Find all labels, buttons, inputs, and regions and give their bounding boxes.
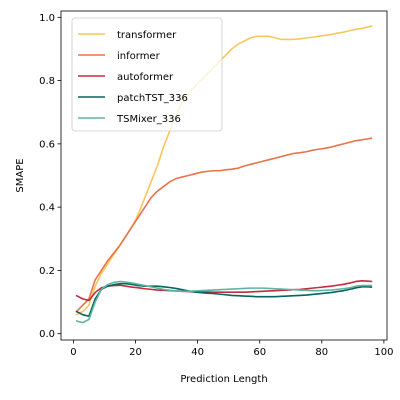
series-line-tsmixer-336 (75, 280, 373, 324)
x-tick-label: 60 (253, 347, 266, 358)
axis-ticks: 0 20 40 60 80 100 0.0 0.2 0.4 0.6 0.8 1.0 (39, 13, 393, 358)
legend-label-transformer: transformer (117, 30, 177, 41)
x-tick-label: 0 (70, 347, 76, 358)
y-tick-label: 0.4 (39, 203, 55, 214)
y-tick-label: 0.8 (39, 76, 55, 87)
y-tick-label: 0.0 (39, 329, 55, 340)
legend: transformer informer autoformer patchTST_33… (71, 17, 223, 132)
plot-frame (60, 10, 388, 341)
legend-label-tsmixer-336: TSMixer_336 (116, 114, 181, 125)
x-tick-label: 20 (129, 347, 142, 358)
legend-label-autoformer: autoformer (117, 72, 174, 83)
y-tick-label: 0.6 (39, 139, 55, 150)
y-tick-label: 0.2 (39, 266, 55, 277)
x-tick-label: 100 (374, 347, 393, 358)
x-tick-label: 80 (315, 347, 328, 358)
y-axis-label: SMAPE (15, 158, 26, 192)
series-line-autoformer (75, 280, 373, 302)
series-line-informer (75, 137, 373, 313)
series-line-patchtst-336 (75, 282, 373, 318)
x-tick-label: 40 (191, 347, 204, 358)
legend-box (71, 17, 223, 132)
legend-label-patchtst-336: patchTST_336 (117, 93, 188, 104)
legend-label-informer: informer (117, 51, 161, 62)
y-tick-label: 1.0 (39, 13, 55, 24)
series-layer (75, 25, 373, 324)
x-axis-label: Prediction Length (180, 374, 267, 385)
